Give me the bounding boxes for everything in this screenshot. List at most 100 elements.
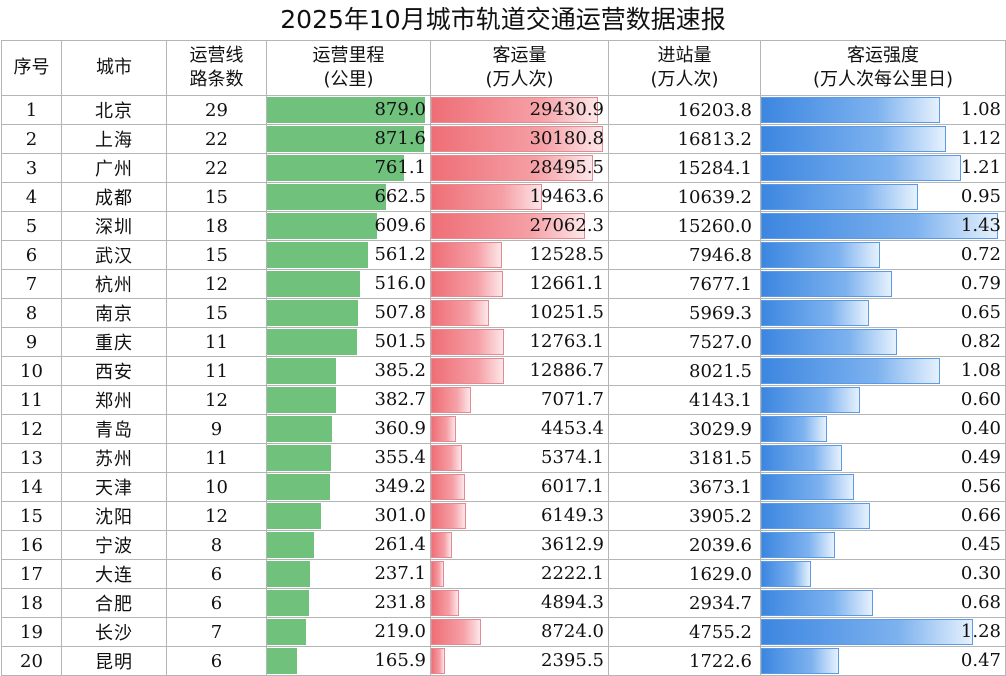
passengers-cell: 30180.8 xyxy=(430,124,609,154)
passengers-bar xyxy=(431,213,585,239)
city-name: 郑州 xyxy=(61,385,167,415)
entries-value: 2039.6 xyxy=(608,530,761,560)
mileage-cell: 879.0 xyxy=(266,95,431,125)
mileage-bar xyxy=(267,474,330,500)
line-count: 7 xyxy=(166,617,267,647)
passengers-value: 2395.5 xyxy=(541,650,604,671)
passengers-cell: 4894.3 xyxy=(430,588,609,618)
passengers-bar xyxy=(431,445,462,471)
intensity-value: 0.40 xyxy=(960,418,1001,439)
mileage-value: 219.0 xyxy=(374,621,426,642)
entries-value: 15260.0 xyxy=(608,211,761,241)
city-name: 天津 xyxy=(61,472,167,502)
line-count: 11 xyxy=(166,356,267,386)
entries-value: 8021.5 xyxy=(608,356,761,386)
entries-value: 3181.5 xyxy=(608,443,761,473)
city-name: 成都 xyxy=(61,182,167,212)
intensity-bar xyxy=(761,590,874,616)
intensity-value: 1.08 xyxy=(960,360,1001,381)
mileage-cell: 165.9 xyxy=(266,646,431,676)
mileage-cell: 561.2 xyxy=(266,240,431,270)
city-name: 南京 xyxy=(61,298,167,328)
intensity-bar xyxy=(761,97,940,123)
intensity-cell: 0.66 xyxy=(760,501,1006,531)
passengers-bar xyxy=(431,329,504,355)
intensity-value: 1.43 xyxy=(960,215,1001,236)
intensity-bar xyxy=(761,155,962,181)
mileage-bar xyxy=(267,561,310,587)
table-row: 10 西安 11 385.2 12886.7 8021.5 1.08 xyxy=(1,356,1006,386)
table-row: 5 深圳 18 609.6 27062.3 15260.0 1.43 xyxy=(1,211,1006,241)
passengers-cell: 28495.5 xyxy=(430,153,609,183)
passengers-cell: 10251.5 xyxy=(430,298,609,328)
mileage-bar xyxy=(267,590,309,616)
entries-value: 1629.0 xyxy=(608,559,761,589)
entries-value: 2934.7 xyxy=(608,588,761,618)
page-title: 2025年10月城市轨道交通运营数据速报 xyxy=(280,5,726,34)
table-row: 6 武汉 15 561.2 12528.5 7946.8 0.72 xyxy=(1,240,1006,270)
line-count: 6 xyxy=(166,588,267,618)
passengers-value: 27062.3 xyxy=(529,215,604,236)
passengers-cell: 6149.3 xyxy=(430,501,609,531)
mileage-cell: 501.5 xyxy=(266,327,431,357)
passengers-bar xyxy=(431,619,481,645)
passengers-bar xyxy=(431,271,504,297)
passengers-bar xyxy=(431,474,466,500)
mileage-bar xyxy=(267,648,297,674)
mileage-value: 871.6 xyxy=(374,128,426,149)
mileage-cell: 871.6 xyxy=(266,124,431,154)
passengers-value: 30180.8 xyxy=(529,128,604,149)
intensity-cell: 0.65 xyxy=(760,298,1006,328)
passengers-value: 12886.7 xyxy=(529,360,604,381)
header-mileage: 运营里程 (公里) xyxy=(266,40,431,96)
entries-value: 5969.3 xyxy=(608,298,761,328)
line-count: 9 xyxy=(166,414,267,444)
mileage-value: 237.1 xyxy=(374,563,426,584)
city-name: 杭州 xyxy=(61,269,167,299)
mileage-bar xyxy=(267,532,314,558)
intensity-cell: 0.82 xyxy=(760,327,1006,357)
intensity-cell: 0.30 xyxy=(760,559,1006,589)
mileage-value: 261.4 xyxy=(374,534,426,555)
entries-value: 4143.1 xyxy=(608,385,761,415)
intensity-cell: 1.12 xyxy=(760,124,1006,154)
entries-value: 4755.2 xyxy=(608,617,761,647)
table-row: 20 昆明 6 165.9 2395.5 1722.6 0.47 xyxy=(1,646,1006,676)
intensity-value: 1.08 xyxy=(960,99,1001,120)
passengers-value: 29430.9 xyxy=(529,99,604,120)
city-name: 大连 xyxy=(61,559,167,589)
row-index: 11 xyxy=(1,385,62,415)
mileage-cell: 516.0 xyxy=(266,269,431,299)
passengers-value: 4894.3 xyxy=(541,592,604,613)
entries-value: 7677.1 xyxy=(608,269,761,299)
intensity-cell: 1.28 xyxy=(760,617,1006,647)
mileage-value: 301.0 xyxy=(374,505,426,526)
line-count: 22 xyxy=(166,124,267,154)
table-row: 12 青岛 9 360.9 4453.4 3029.9 0.40 xyxy=(1,414,1006,444)
intensity-bar xyxy=(761,445,842,471)
mileage-value: 516.0 xyxy=(374,273,426,294)
passengers-cell: 12661.1 xyxy=(430,269,609,299)
passengers-cell: 5374.1 xyxy=(430,443,609,473)
intensity-value: 0.79 xyxy=(960,273,1001,294)
intensity-bar xyxy=(761,271,892,297)
entries-value: 3905.2 xyxy=(608,501,761,531)
mileage-bar xyxy=(267,271,360,297)
passengers-value: 10251.5 xyxy=(529,302,604,323)
line-count: 22 xyxy=(166,153,267,183)
mileage-cell: 231.8 xyxy=(266,588,431,618)
intensity-cell: 0.45 xyxy=(760,530,1006,560)
passengers-value: 6149.3 xyxy=(541,505,604,526)
intensity-bar xyxy=(761,532,836,558)
entries-value: 7946.8 xyxy=(608,240,761,270)
mileage-bar xyxy=(267,416,332,442)
intensity-value: 1.12 xyxy=(960,128,1001,149)
mileage-value: 561.2 xyxy=(374,244,426,265)
intensity-bar xyxy=(761,416,828,442)
line-count: 11 xyxy=(166,443,267,473)
city-name: 北京 xyxy=(61,95,167,125)
line-count: 12 xyxy=(166,269,267,299)
line-count: 6 xyxy=(166,559,267,589)
intensity-value: 0.49 xyxy=(960,447,1001,468)
row-index: 15 xyxy=(1,501,62,531)
